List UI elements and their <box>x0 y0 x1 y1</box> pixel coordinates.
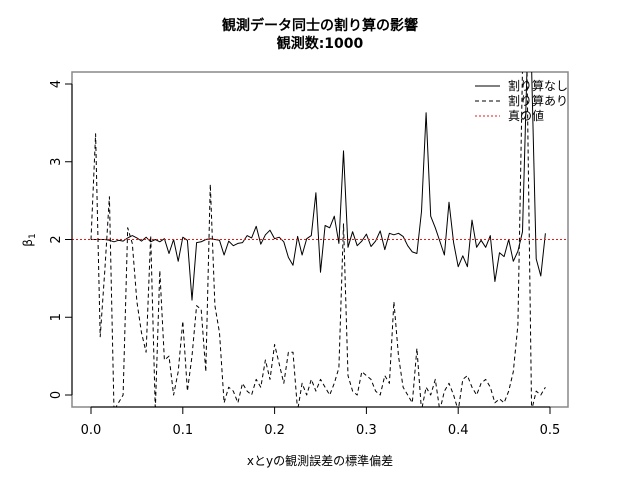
x-axis-label: xとyの観測誤差の標準偏差 <box>247 453 393 468</box>
x-tick-label: 0.3 <box>356 423 377 438</box>
x-tick-label: 0.0 <box>81 423 102 438</box>
x-tick-label: 0.4 <box>448 423 469 438</box>
chart-title: 観測データ同士の割り算の影響 <box>222 18 418 34</box>
series-with-division-line <box>90 72 546 407</box>
series-layer <box>72 72 568 407</box>
axes: 0 1 2 3 4 0.0 0.1 0.2 0.3 0.4 0.5 <box>49 80 560 438</box>
series-no-division-line <box>91 72 546 301</box>
y-tick-label: 1 <box>49 313 64 321</box>
legend-label-true-value: 真の値 <box>508 108 544 123</box>
legend-label-no-division: 割り算なし <box>508 78 568 93</box>
y-tick-label: 0 <box>49 391 64 399</box>
y-tick-label: 2 <box>49 235 64 243</box>
legend-label-with-division: 割り算あり <box>508 93 568 108</box>
chart-subtitle: 観測数:1000 <box>276 36 364 52</box>
legend: 割り算なし 割り算あり 真の値 <box>475 78 568 123</box>
x-tick-label: 0.1 <box>172 423 193 438</box>
x-tick-label: 0.5 <box>540 423 561 438</box>
x-tick-label: 0.2 <box>264 423 285 438</box>
y-tick-label: 4 <box>49 80 64 88</box>
y-tick-label: 3 <box>49 158 64 166</box>
y-axis-label: β1 <box>21 233 38 246</box>
